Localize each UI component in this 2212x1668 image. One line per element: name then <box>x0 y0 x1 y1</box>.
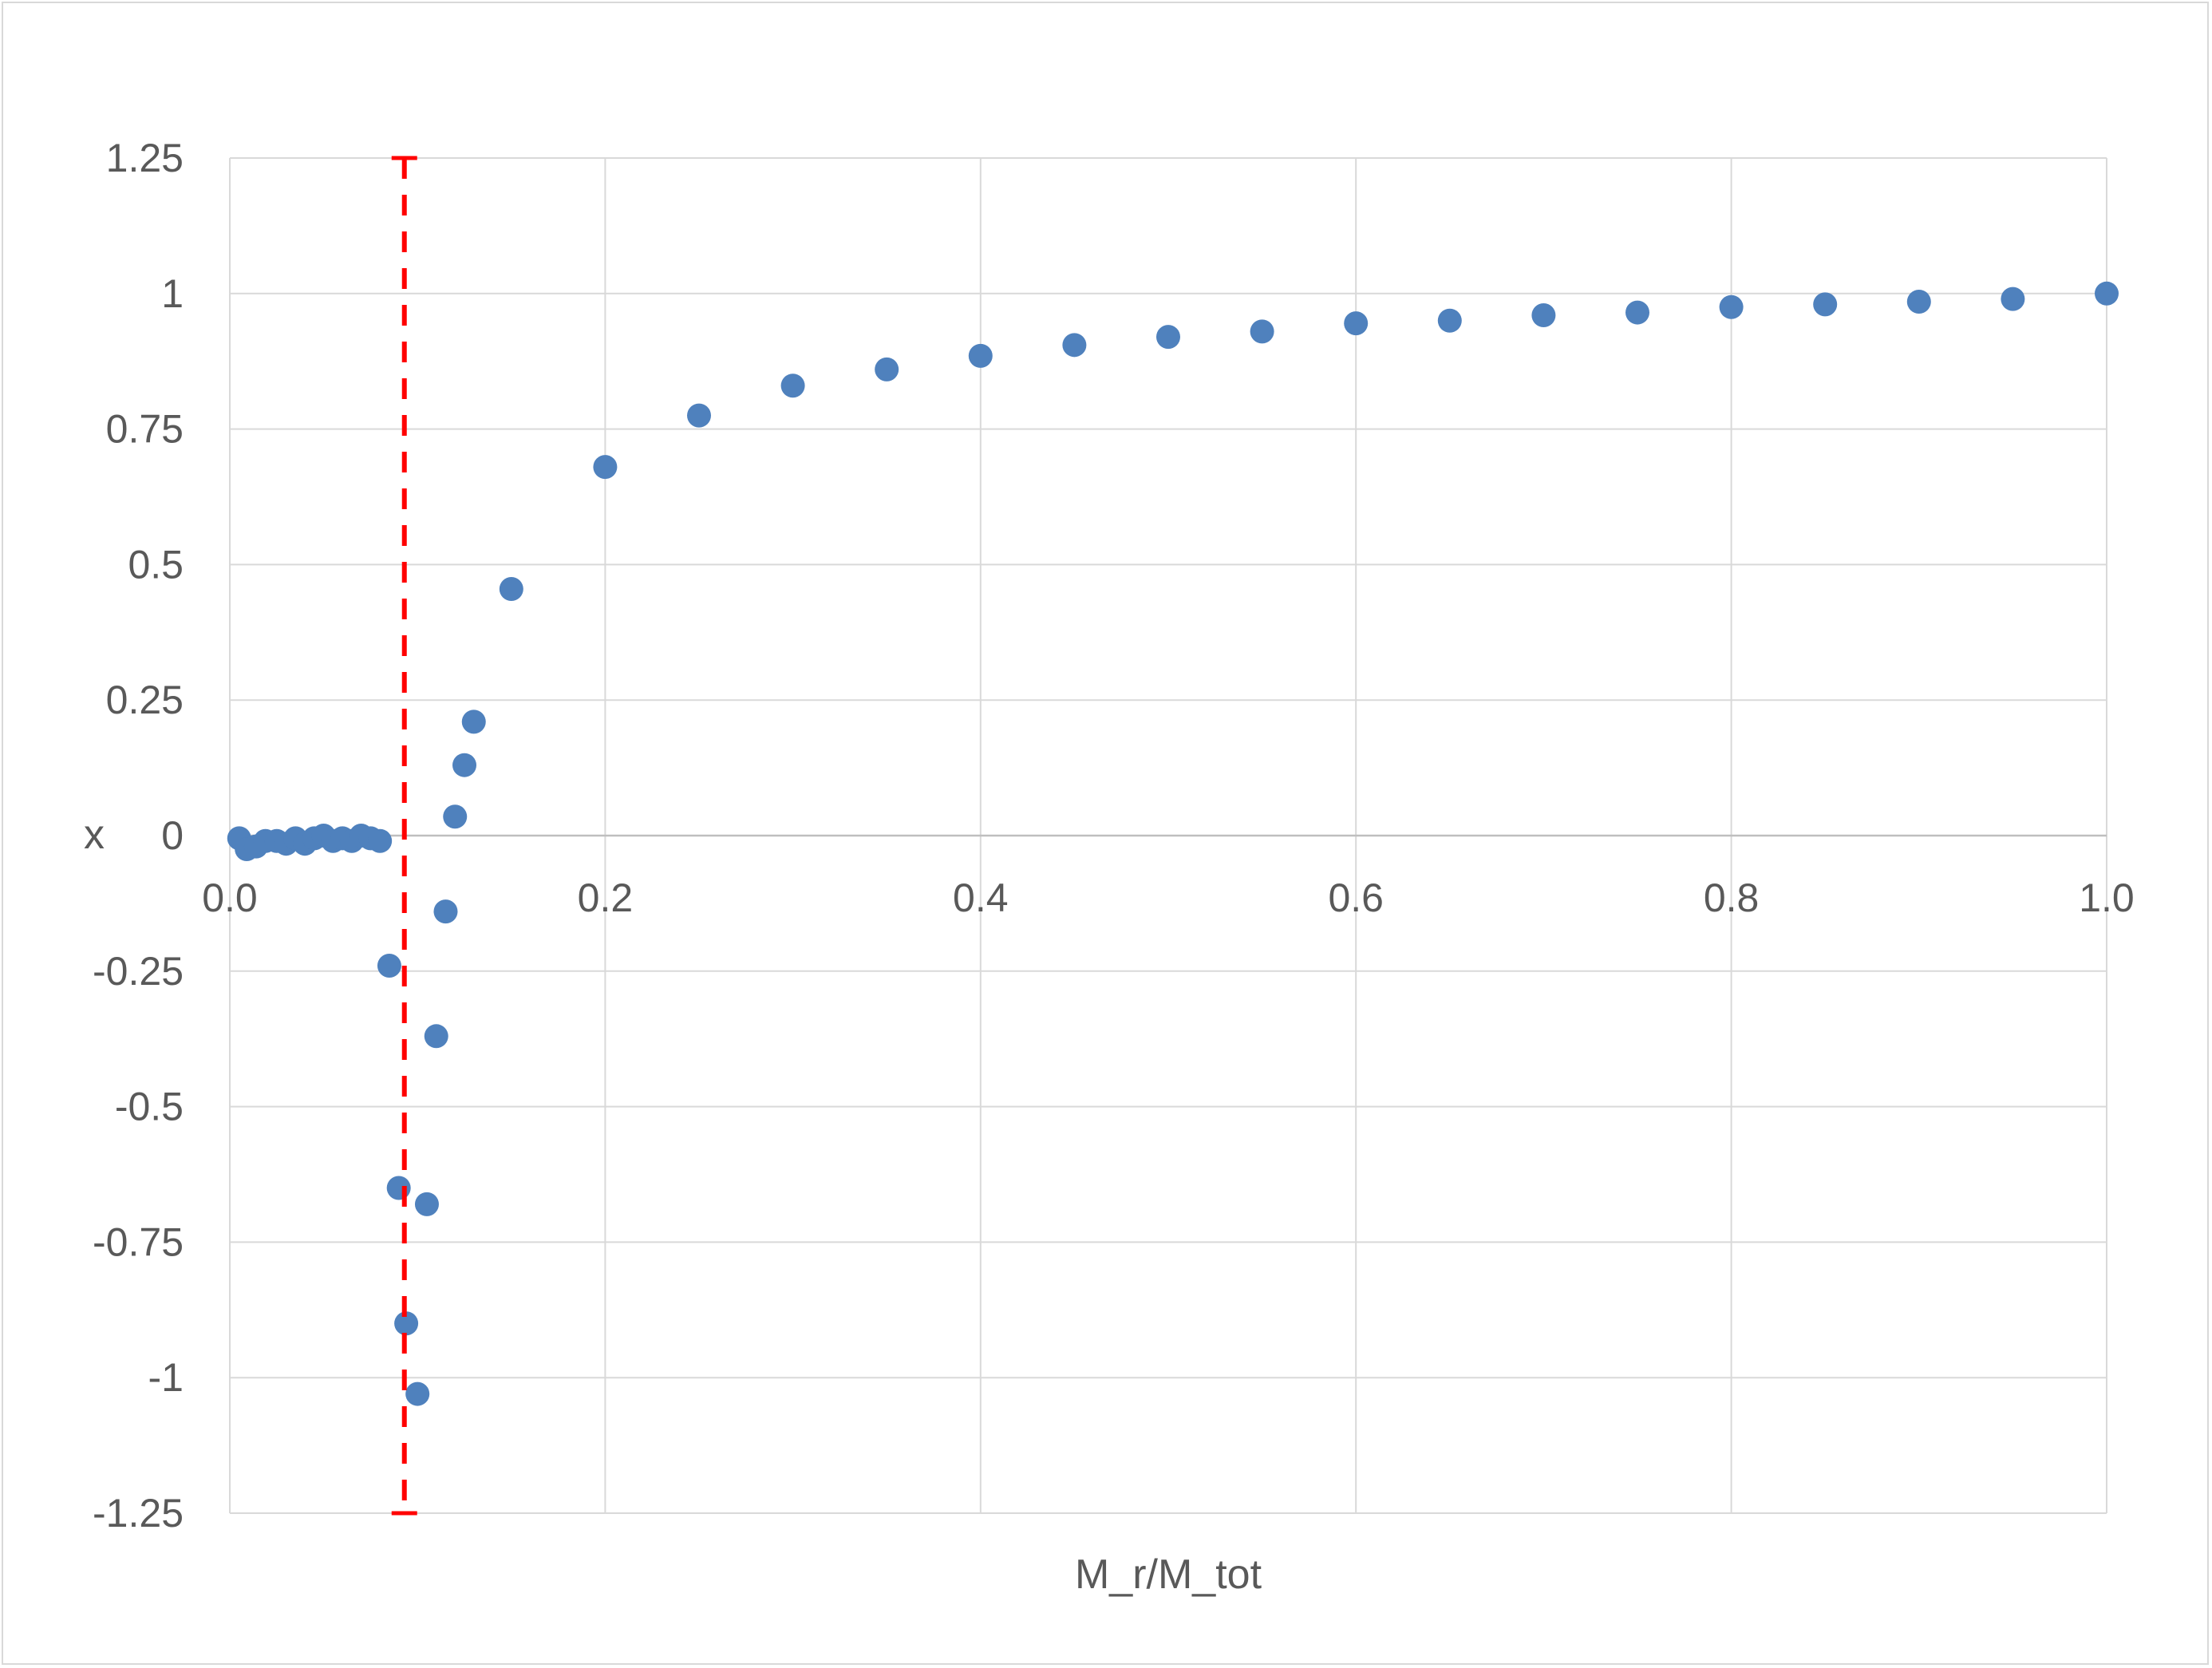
data-point <box>968 343 993 368</box>
data-point <box>875 357 899 381</box>
data-point <box>687 403 711 428</box>
data-point <box>461 709 486 734</box>
x-tick-label: 0.4 <box>953 876 1009 920</box>
y-tick-label: 0 <box>161 813 184 858</box>
data-point <box>394 1311 419 1336</box>
x-tick-label: 0.6 <box>1328 876 1384 920</box>
x-tick-label: 0.8 <box>1704 876 1760 920</box>
data-point <box>1531 302 1556 327</box>
y-tick-label: -1.25 <box>93 1491 184 1536</box>
x-tick-label: 0.0 <box>202 876 258 920</box>
data-point <box>424 1024 448 1049</box>
y-axis-title: x <box>84 812 105 858</box>
y-tick-label: -0.75 <box>93 1219 184 1264</box>
y-tick-label: -0.25 <box>93 949 184 994</box>
y-tick-label: 0.75 <box>106 407 184 452</box>
data-point <box>414 1192 439 1216</box>
y-tick-label: -0.5 <box>115 1085 184 1129</box>
data-point <box>1906 289 1931 314</box>
x-tick-label: 1.0 <box>2079 876 2135 920</box>
data-point <box>593 455 618 480</box>
data-point <box>368 828 393 853</box>
data-point <box>1719 294 1744 319</box>
data-points <box>227 281 2119 1406</box>
x-axis-title: M_r/M_tot <box>1075 1551 1262 1598</box>
data-point <box>452 753 476 777</box>
data-point <box>386 1176 411 1200</box>
data-point <box>1250 319 1274 344</box>
data-point <box>2095 281 2119 306</box>
data-point <box>1625 300 1649 325</box>
data-point <box>780 374 805 398</box>
data-point <box>2001 287 2025 311</box>
reference-line-group <box>391 156 417 1516</box>
data-point <box>1437 308 1462 333</box>
data-point <box>1062 333 1087 358</box>
tick-labels: 1.25 1 0.75 0.5 0.25 0 -0.25 -0.5 -0.75 -1 -1.25 0.… <box>93 136 2135 1536</box>
data-point <box>1813 292 1838 317</box>
y-tick-label: 0.5 <box>128 542 184 587</box>
y-tick-label: 0.25 <box>106 678 184 722</box>
data-point <box>405 1381 430 1406</box>
data-point <box>377 954 401 978</box>
x-tick-label: 0.2 <box>578 876 634 920</box>
y-tick-label: -1 <box>148 1355 184 1400</box>
data-point <box>433 899 458 924</box>
data-point <box>443 804 468 829</box>
data-point <box>1156 325 1180 350</box>
y-tick-label: 1 <box>161 271 184 316</box>
y-tick-label: 1.25 <box>106 136 184 180</box>
data-point <box>499 576 523 601</box>
data-point <box>1344 311 1369 336</box>
